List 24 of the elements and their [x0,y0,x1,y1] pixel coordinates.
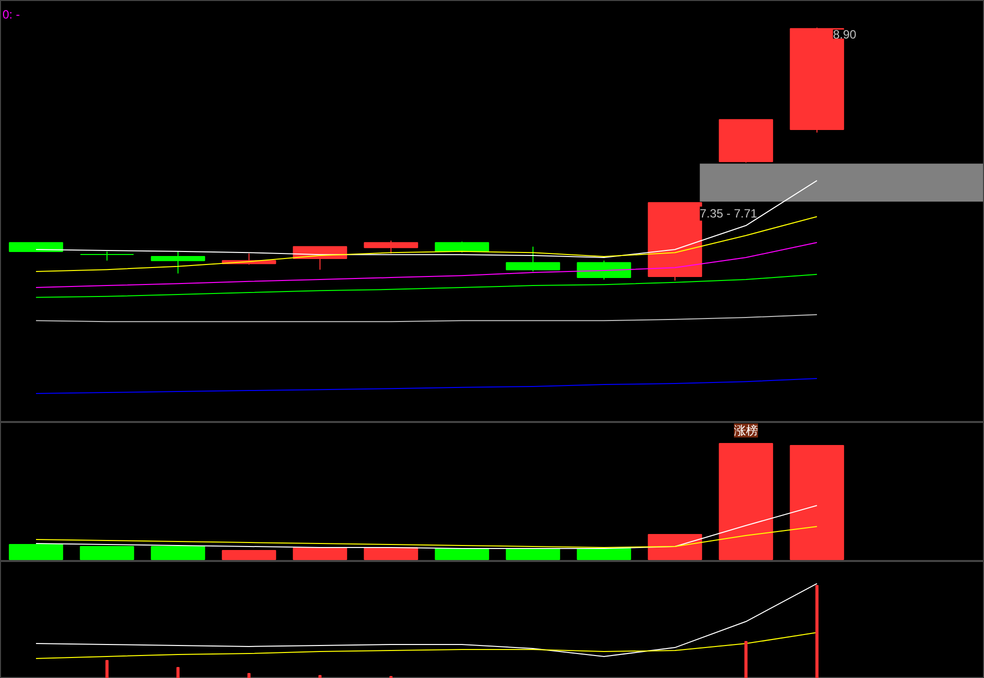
candlestick [150,250,206,274]
band-label: 7.35 - 7.71 [700,206,758,221]
bar [744,640,748,678]
bar [318,675,322,678]
bar [815,584,819,678]
bar [576,548,632,560]
bar [648,534,702,560]
bar [292,547,348,560]
bar [364,547,418,560]
bar [247,672,251,678]
text: 涨榜 [734,424,758,438]
bar [176,667,180,678]
text: 0: - [2,8,20,22]
bar [105,660,109,678]
bar [222,550,276,560]
bar [506,548,560,560]
bar [80,546,134,560]
bar [790,444,844,560]
bar [150,546,206,560]
bar [8,544,64,560]
bar [718,443,774,560]
bar [434,548,490,560]
annotation: 8.90 [832,28,857,42]
candlestick [80,250,134,262]
